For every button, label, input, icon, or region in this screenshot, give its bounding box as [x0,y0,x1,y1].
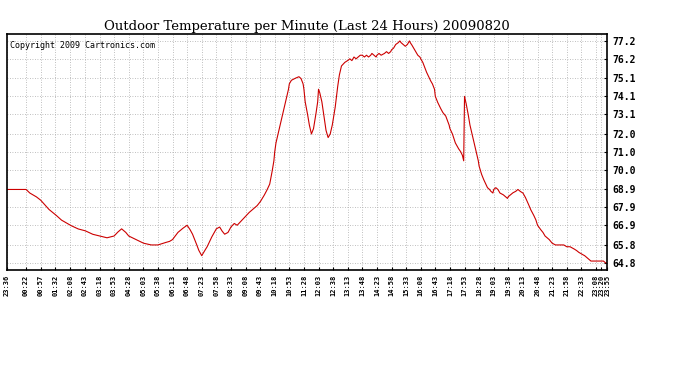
Text: Copyright 2009 Cartronics.com: Copyright 2009 Cartronics.com [10,41,155,50]
Title: Outdoor Temperature per Minute (Last 24 Hours) 20090820: Outdoor Temperature per Minute (Last 24 … [104,20,510,33]
